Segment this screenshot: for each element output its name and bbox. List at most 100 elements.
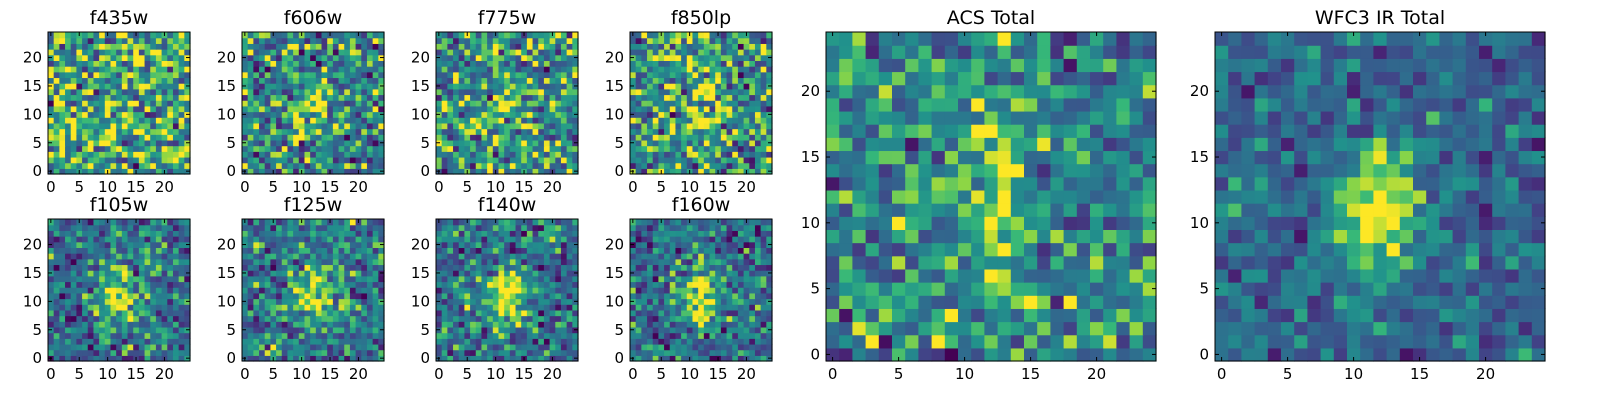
heatmap-cell — [436, 338, 443, 345]
heatmap-cell — [560, 83, 568, 90]
heatmap-cell — [315, 162, 323, 169]
heatmap-cell — [59, 32, 66, 39]
heatmap-cell — [635, 332, 642, 339]
heatmap-cell — [521, 49, 528, 56]
heatmap-cell — [253, 241, 260, 248]
heatmap-cell — [749, 162, 756, 169]
heatmap-cell — [161, 287, 168, 294]
heatmap-cell — [532, 343, 539, 351]
heatmap-cell — [538, 230, 545, 237]
heatmap-cell — [99, 292, 106, 300]
heatmap-cell — [630, 145, 637, 152]
heatmap-cell — [715, 326, 722, 334]
heatmap-cell — [458, 298, 465, 305]
heatmap-cell — [538, 88, 545, 96]
heatmap-cell — [259, 224, 266, 231]
heatmap-cell — [492, 37, 500, 44]
heatmap-cell — [641, 49, 648, 56]
heatmap-cell — [48, 71, 55, 79]
heatmap-cell — [526, 287, 534, 294]
heatmap-cell — [247, 264, 254, 271]
heatmap-cell — [709, 83, 716, 90]
heatmap-cell — [686, 66, 694, 73]
heatmap-cell — [349, 145, 357, 152]
heatmap-cell — [720, 332, 728, 339]
heatmap-cell — [361, 54, 368, 61]
heatmap-cell — [572, 71, 579, 79]
heatmap-cell — [65, 71, 72, 79]
heatmap-cell — [298, 338, 306, 345]
heatmap-cell — [504, 134, 511, 141]
heatmap-cell — [492, 326, 500, 334]
heatmap-cell — [138, 66, 146, 73]
heatmap-cell — [509, 247, 517, 254]
heatmap-cell — [481, 88, 488, 96]
heatmap-cell — [276, 309, 283, 317]
x-tick-label: 20 — [737, 178, 756, 196]
heatmap-cell — [447, 219, 454, 226]
heatmap-cell — [487, 111, 494, 118]
heatmap-cell — [110, 241, 117, 248]
heatmap-cell — [441, 309, 448, 317]
heatmap-cell — [641, 309, 648, 317]
heatmap-cell — [48, 60, 55, 67]
heatmap-cell — [87, 71, 95, 79]
heatmap-cell — [453, 49, 460, 56]
heatmap-cell — [675, 128, 682, 135]
heatmap-cell — [184, 287, 191, 294]
heatmap-cell — [338, 162, 345, 169]
heatmap-cell — [298, 37, 306, 44]
heatmap-cell — [332, 77, 340, 84]
heatmap-cell — [65, 54, 72, 61]
heatmap-cell — [464, 117, 471, 124]
heatmap-cell — [709, 162, 716, 169]
heatmap-cell — [116, 309, 123, 317]
heatmap-cell — [315, 315, 323, 322]
heatmap-cell — [630, 315, 637, 322]
heatmap-cell — [253, 83, 260, 90]
heatmap-cell — [116, 77, 123, 84]
heatmap-cell — [247, 145, 254, 152]
heatmap-cell — [144, 224, 151, 231]
heatmap-cell — [133, 54, 140, 61]
heatmap-cell — [264, 117, 271, 124]
heatmap-cell — [276, 88, 283, 96]
heatmap-cell — [287, 100, 294, 107]
heatmap-cell — [709, 292, 716, 300]
heatmap-cell — [76, 321, 83, 328]
heatmap-cell — [760, 32, 767, 39]
heatmap-cell — [59, 43, 66, 50]
heatmap-cell — [270, 117, 277, 124]
heatmap-cell — [276, 321, 283, 328]
heatmap-cell — [133, 270, 140, 277]
heatmap-cell — [144, 111, 151, 118]
heatmap-cell — [372, 145, 379, 152]
heatmap-cell — [59, 264, 66, 271]
heatmap-cell — [116, 37, 123, 44]
heatmap-cell — [116, 230, 123, 237]
heatmap-cell — [647, 54, 654, 61]
heatmap-cell — [121, 224, 129, 231]
heatmap-cell — [76, 111, 83, 118]
heatmap-cell — [121, 326, 129, 334]
heatmap-cell — [344, 71, 351, 79]
heatmap-cell — [264, 151, 271, 158]
heatmap-cell — [116, 117, 123, 124]
heatmap-cell — [378, 219, 385, 226]
heatmap-cell — [310, 128, 317, 135]
heatmap-cell — [630, 66, 637, 73]
heatmap-cell — [664, 105, 671, 113]
heatmap-cell — [315, 309, 323, 317]
heatmap-cell — [310, 241, 317, 248]
heatmap-cell — [247, 37, 254, 44]
heatmap-cell — [664, 338, 671, 345]
heatmap-cell — [715, 315, 722, 322]
heatmap-cell — [464, 258, 471, 266]
heatmap-cell — [492, 134, 500, 141]
heatmap-cell — [641, 281, 648, 288]
y-tick-label: 5 — [614, 134, 624, 152]
heatmap-cell — [144, 105, 151, 113]
heatmap-cell — [647, 275, 654, 283]
heatmap-cell — [138, 139, 146, 147]
heatmap-cell — [270, 338, 277, 345]
